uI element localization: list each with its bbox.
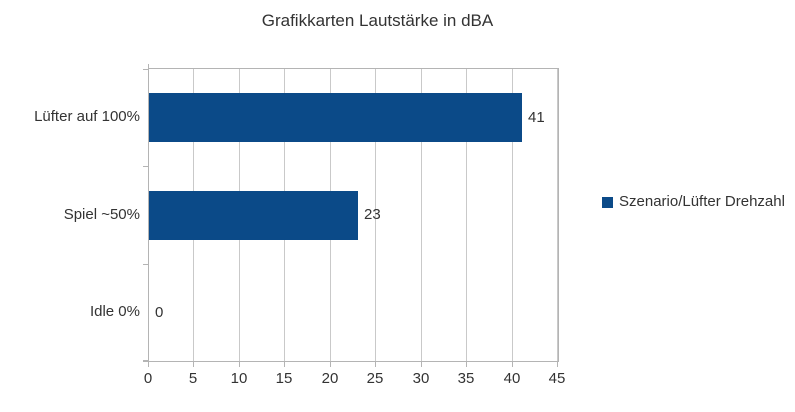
y-axis-tick (143, 360, 149, 361)
category-label-luefter-100: Lüfter auf 100% (34, 108, 140, 125)
y-axis-tick (143, 69, 149, 70)
bar-spiel-50 (149, 191, 358, 240)
bar-luefter-100 (149, 93, 522, 142)
x-axis-tick (239, 361, 240, 367)
x-axis-extension (143, 361, 149, 362)
gridline (375, 69, 376, 361)
x-axis-tick (466, 361, 467, 367)
legend: Szenario/Lüfter Drehzahl (602, 193, 785, 211)
x-tick-label: 35 (457, 370, 475, 387)
value-label: 0 (155, 304, 164, 321)
gridline (421, 69, 422, 361)
gridline (466, 69, 467, 361)
x-tick-label: 45 (548, 370, 566, 387)
y-axis-tick (143, 264, 149, 265)
category-label-idle-0: Idle 0% (89, 303, 140, 320)
x-tick-label: 20 (321, 370, 339, 387)
x-axis-tick (148, 361, 149, 367)
legend-color-swatch-icon (602, 196, 613, 208)
x-tick-label: 15 (275, 370, 293, 387)
legend-series-label: Szenario/Lüfter Drehzahl (619, 193, 785, 210)
x-axis-tick (330, 361, 331, 367)
x-axis-tick (421, 361, 422, 367)
x-axis-tick (284, 361, 285, 367)
x-tick-label: 40 (503, 370, 521, 387)
x-tick-label: 10 (230, 370, 248, 387)
gridline (557, 69, 558, 361)
x-tick-label: 30 (412, 370, 430, 387)
gridline (512, 69, 513, 361)
value-label: 41 (528, 109, 545, 126)
plot-area: 41 23 0 (143, 64, 559, 367)
y-axis-extension (148, 64, 149, 69)
x-axis-tick (512, 361, 513, 367)
x-tick-label: 5 (188, 370, 198, 387)
category-label-spiel-50: Spiel ~50% (63, 206, 140, 223)
chart-title: Grafikkarten Lautstärke in dBA (261, 11, 494, 30)
x-axis-tick (557, 361, 558, 367)
x-tick-label: 0 (143, 370, 153, 387)
value-label: 23 (364, 206, 381, 223)
x-tick-label: 25 (366, 370, 384, 387)
x-axis-tick (193, 361, 194, 367)
x-axis-tick (375, 361, 376, 367)
y-axis-tick (143, 166, 149, 167)
